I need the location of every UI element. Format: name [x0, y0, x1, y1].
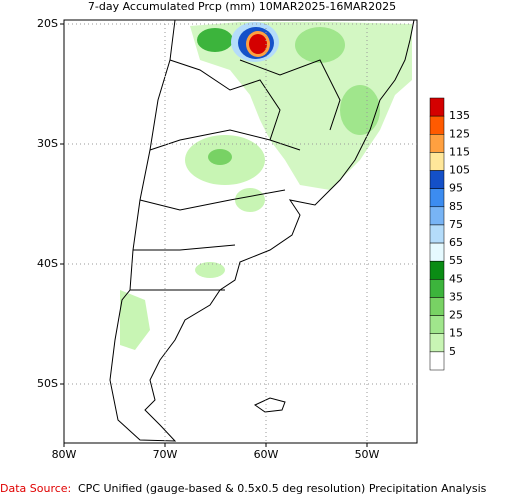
lon-label: 70W: [153, 448, 178, 461]
lon-label: 50W: [355, 448, 380, 461]
colorbar-swatch: [429, 224, 445, 244]
colorbar-swatch: [429, 115, 445, 135]
colorbar-swatch: [429, 260, 445, 280]
colorbar-swatch: [429, 333, 445, 353]
colorbar-label: 25: [449, 309, 463, 322]
colorbar-swatch: [429, 242, 445, 262]
colorbar-label: 45: [449, 272, 463, 285]
colorbar-swatch: [429, 351, 445, 371]
source-label: Data Source:: [0, 482, 71, 495]
lon-label: 80W: [52, 448, 77, 461]
lat-label: 50S: [37, 377, 58, 390]
map-title: 7-day Accumulated Prcp (mm) 10MAR2025-16…: [88, 0, 396, 13]
colorbar-swatch: [429, 297, 445, 316]
colorbar-label: 35: [449, 290, 463, 303]
lat-label: 20S: [37, 17, 58, 30]
source-text: CPC Unified (gauge-based & 0.5x0.5 deg r…: [78, 482, 487, 495]
borders: [130, 59, 341, 291]
lat-label: 40S: [37, 257, 58, 270]
colorbar-swatch: [429, 152, 445, 171]
precip-areas: [120, 22, 412, 350]
colorbar-swatch: [429, 170, 445, 189]
colorbar-label: 115: [449, 145, 470, 158]
map-frame: [63, 19, 418, 444]
colorbar-label: 65: [449, 236, 463, 249]
colorbar-swatch: [429, 134, 445, 153]
colorbar-label: 85: [449, 200, 463, 213]
falkland-islands: [254, 397, 286, 413]
lat-label: 30S: [37, 137, 58, 150]
colorbar-label: 95: [449, 182, 463, 195]
colorbar-label: 5: [449, 345, 456, 358]
colorbar-label: 105: [449, 164, 470, 177]
colorbar-label: 15: [449, 327, 463, 340]
colorbar-label: 135: [449, 109, 470, 122]
colorbar-label: 55: [449, 254, 463, 267]
colorbar-swatch: [429, 188, 445, 208]
lon-label: 60W: [254, 448, 279, 461]
colorbar-label: 75: [449, 218, 463, 231]
colorbar: 135 125 115 105 95 85 75 65 55 45 35 25 15 5: [429, 97, 470, 371]
colorbar-swatch: [429, 279, 445, 298]
colorbar-swatch: [429, 315, 445, 334]
colorbar-label: 125: [449, 127, 470, 140]
colorbar-swatch: [429, 97, 445, 117]
axes: 20S 30S 40S 50S 80W 70W 60W 50W: [37, 17, 417, 461]
colorbar-swatch: [429, 206, 445, 226]
